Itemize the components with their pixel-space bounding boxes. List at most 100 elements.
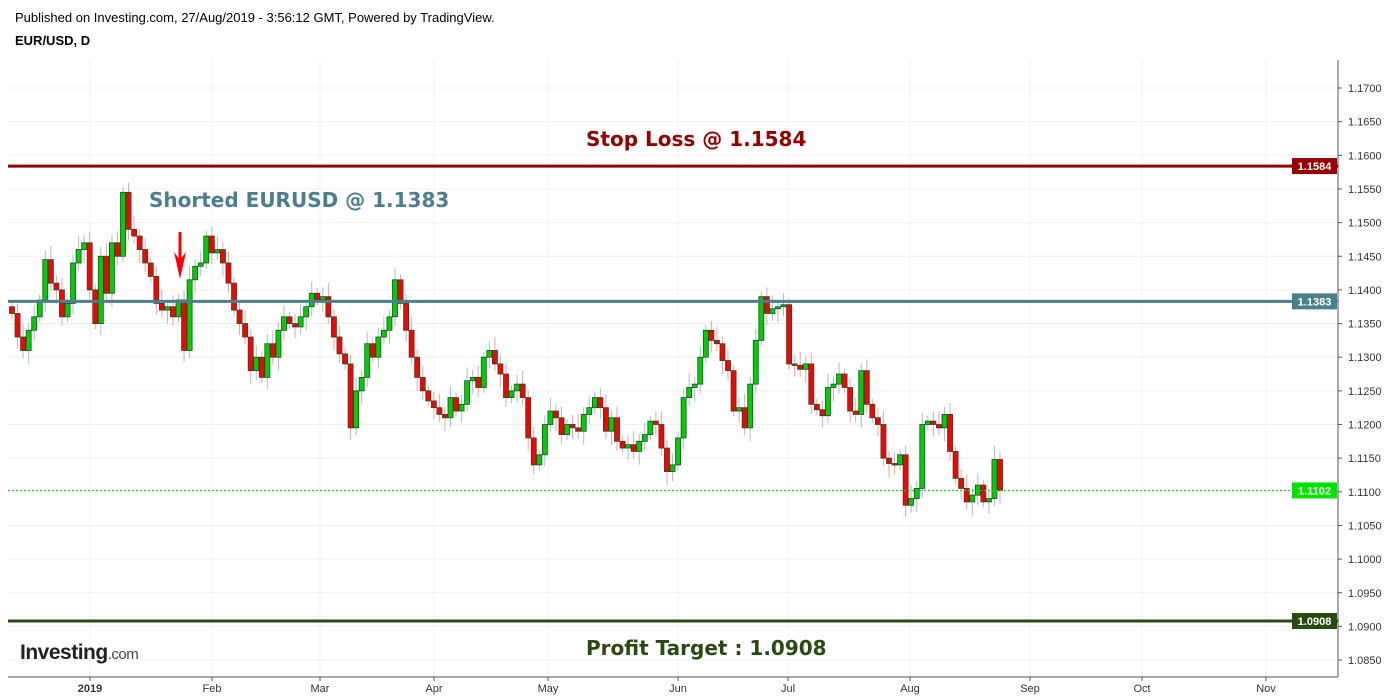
candle <box>874 408 881 436</box>
candle <box>752 328 759 394</box>
candle <box>369 338 376 363</box>
candle-body <box>647 420 654 435</box>
candle-body <box>364 343 371 378</box>
candle-body <box>924 420 931 425</box>
candle <box>281 305 287 340</box>
candle <box>147 257 154 282</box>
candle <box>242 310 249 345</box>
candle-body <box>380 329 387 338</box>
candle-body <box>425 390 432 402</box>
candle <box>614 406 620 451</box>
candle-body <box>752 339 759 385</box>
candle-body <box>675 437 681 466</box>
published-caption: Published on Investing.com, 27/Aug/2019 … <box>15 10 495 25</box>
candle-body <box>553 410 559 419</box>
candle <box>575 414 582 439</box>
candle <box>342 348 348 370</box>
candle-body <box>408 329 415 358</box>
candle <box>636 433 643 465</box>
candle <box>830 376 837 401</box>
y-tick-label: 1.1500 <box>1348 218 1382 230</box>
candle <box>508 385 515 403</box>
candle <box>331 309 337 351</box>
candle <box>419 365 426 401</box>
candle <box>153 267 160 315</box>
candle <box>491 337 498 372</box>
candle <box>747 376 754 442</box>
candle-body <box>347 363 354 429</box>
candle <box>436 394 443 422</box>
candle-body <box>458 403 465 412</box>
candle-body <box>791 363 798 366</box>
candle-body <box>25 329 32 351</box>
candle-body <box>442 414 448 419</box>
candle-body <box>625 444 632 449</box>
candle-body <box>47 259 54 284</box>
candle <box>192 258 199 294</box>
candle <box>647 415 654 440</box>
candle-body <box>775 306 781 310</box>
x-tick-label: Sep <box>1020 683 1040 695</box>
candle <box>825 374 831 424</box>
candle <box>902 445 909 517</box>
candle-body <box>331 316 337 338</box>
candle-body <box>247 336 254 372</box>
candle <box>247 329 254 385</box>
candle <box>758 291 765 346</box>
candle-body <box>59 289 65 318</box>
candle-body <box>980 484 987 503</box>
candle-body <box>225 262 232 284</box>
candle <box>208 226 215 265</box>
candle <box>719 336 726 375</box>
candle <box>297 303 304 335</box>
candle <box>103 242 110 301</box>
candle <box>952 446 959 484</box>
candle-body <box>403 302 409 331</box>
candle-body <box>258 356 265 378</box>
candle-body <box>475 376 482 388</box>
candle-body <box>802 363 809 370</box>
entry-annotation: Shorted EURUSD @ 1.1383 <box>149 188 450 212</box>
candle-body <box>109 242 115 294</box>
candle-body <box>874 417 881 425</box>
candle <box>114 231 121 266</box>
candle-body <box>158 302 165 311</box>
candle-body <box>913 488 920 499</box>
y-tick-label: 1.1000 <box>1348 554 1382 566</box>
candle-body <box>719 343 726 361</box>
candle-body <box>714 339 720 345</box>
candle-body <box>847 387 854 412</box>
y-tick-label: 1.1300 <box>1348 352 1382 364</box>
candle-body <box>153 276 160 304</box>
y-tick-label: 1.1700 <box>1348 83 1382 95</box>
candle-body <box>797 364 804 370</box>
candle <box>725 349 731 381</box>
candle <box>630 431 637 459</box>
candle-body <box>619 440 626 449</box>
candle-body <box>530 437 537 466</box>
candle <box>375 327 382 369</box>
candle <box>891 452 898 475</box>
candle <box>75 236 82 271</box>
candle <box>769 295 776 321</box>
candle-body <box>375 336 382 358</box>
candle-body <box>208 235 215 254</box>
candle <box>258 351 265 383</box>
candle <box>991 446 998 506</box>
candle <box>936 411 942 436</box>
candle-body <box>186 279 193 351</box>
candle <box>414 349 421 391</box>
candle-body <box>275 329 282 358</box>
y-tick-label: 1.1600 <box>1348 150 1382 162</box>
candle-body <box>586 407 593 415</box>
candle-body <box>369 343 376 358</box>
candle <box>797 351 804 377</box>
candle-body <box>669 464 676 473</box>
x-tick-label: 2019 <box>78 683 102 695</box>
candle <box>947 402 953 461</box>
candle <box>802 356 809 383</box>
candle-body <box>897 454 903 466</box>
candle-body <box>569 424 576 429</box>
candle <box>847 378 854 423</box>
